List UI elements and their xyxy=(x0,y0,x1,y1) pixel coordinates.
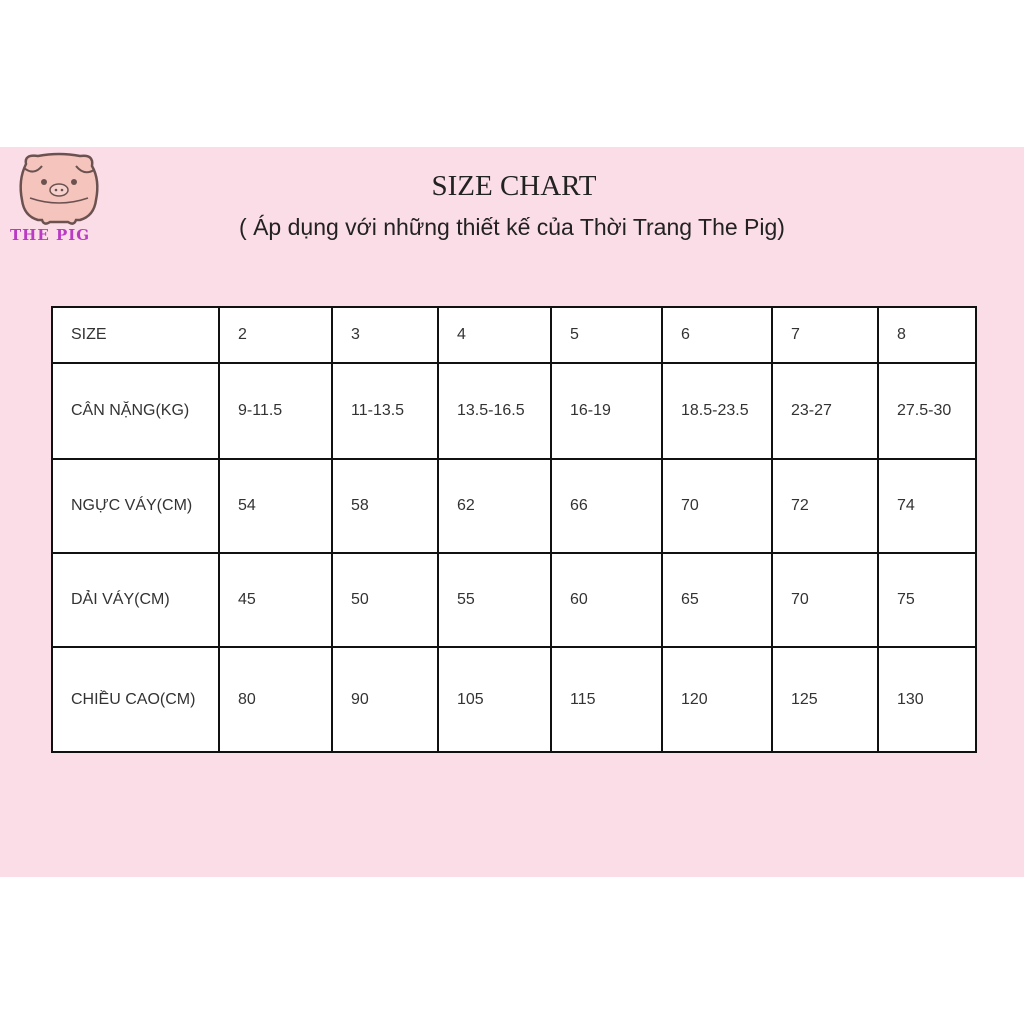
table-cell: 60 xyxy=(550,552,663,648)
table-cell: 8 xyxy=(877,306,977,364)
table-cell: 9-11.5 xyxy=(218,362,333,460)
table-cell: 13.5-16.5 xyxy=(437,362,552,460)
size-chart-table: SIZE 2 3 4 5 6 7 8 CÂN NẶNG(KG) 9-11.5 11-13.5 13.5… xyxy=(51,306,977,753)
page-subtitle: ( Áp dụng với những thiết kế của Thời Tr… xyxy=(239,214,785,240)
row-label: SIZE xyxy=(51,306,220,364)
row-label: DẢI VÁY(CM) xyxy=(51,552,220,648)
table-row: CHIỀU CAO(CM) 80 90 105 115 120 125 130 xyxy=(51,646,977,753)
table-cell: 18.5-23.5 xyxy=(661,362,773,460)
table-cell: 105 xyxy=(437,646,552,753)
table-row: SIZE 2 3 4 5 6 7 8 xyxy=(51,306,977,364)
table-cell: 5 xyxy=(550,306,663,364)
table-cell: 70 xyxy=(771,552,879,648)
row-label: CHIỀU CAO(CM) xyxy=(51,646,220,753)
table-row: DẢI VÁY(CM) 45 50 55 60 65 70 75 xyxy=(51,552,977,648)
table-cell: 66 xyxy=(550,458,663,554)
table-cell: 2 xyxy=(218,306,333,364)
table-cell: 90 xyxy=(331,646,439,753)
table-cell: 45 xyxy=(218,552,333,648)
table-cell: 16-19 xyxy=(550,362,663,460)
table-cell: 7 xyxy=(771,306,879,364)
table-cell: 58 xyxy=(331,458,439,554)
table-row: CÂN NẶNG(KG) 9-11.5 11-13.5 13.5-16.5 16-19 1… xyxy=(51,362,977,460)
row-label: CÂN NẶNG(KG) xyxy=(51,362,220,460)
table-cell: 54 xyxy=(218,458,333,554)
pig-icon xyxy=(19,152,99,225)
table-cell: 70 xyxy=(661,458,773,554)
table-cell: 6 xyxy=(661,306,773,364)
table-row: NGỰC VÁY(CM) 54 58 62 66 70 72 74 xyxy=(51,458,977,554)
table-cell: 55 xyxy=(437,552,552,648)
table-cell: 4 xyxy=(437,306,552,364)
table-cell: 75 xyxy=(877,552,977,648)
table-cell: 120 xyxy=(661,646,773,753)
table-cell: 65 xyxy=(661,552,773,648)
table-cell: 62 xyxy=(437,458,552,554)
table-cell: 130 xyxy=(877,646,977,753)
page-title: SIZE CHART xyxy=(431,170,597,202)
table-cell: 50 xyxy=(331,552,439,648)
table-cell: 11-13.5 xyxy=(331,362,439,460)
table-cell: 72 xyxy=(771,458,879,554)
row-label: NGỰC VÁY(CM) xyxy=(51,458,220,554)
table-cell: 74 xyxy=(877,458,977,554)
table-cell: 80 xyxy=(218,646,333,753)
logo-text: THE PIG xyxy=(10,226,91,244)
table-cell: 125 xyxy=(771,646,879,753)
table-cell: 23-27 xyxy=(771,362,879,460)
table-cell: 3 xyxy=(331,306,439,364)
table-cell: 27.5-30 xyxy=(877,362,977,460)
table-cell: 115 xyxy=(550,646,663,753)
